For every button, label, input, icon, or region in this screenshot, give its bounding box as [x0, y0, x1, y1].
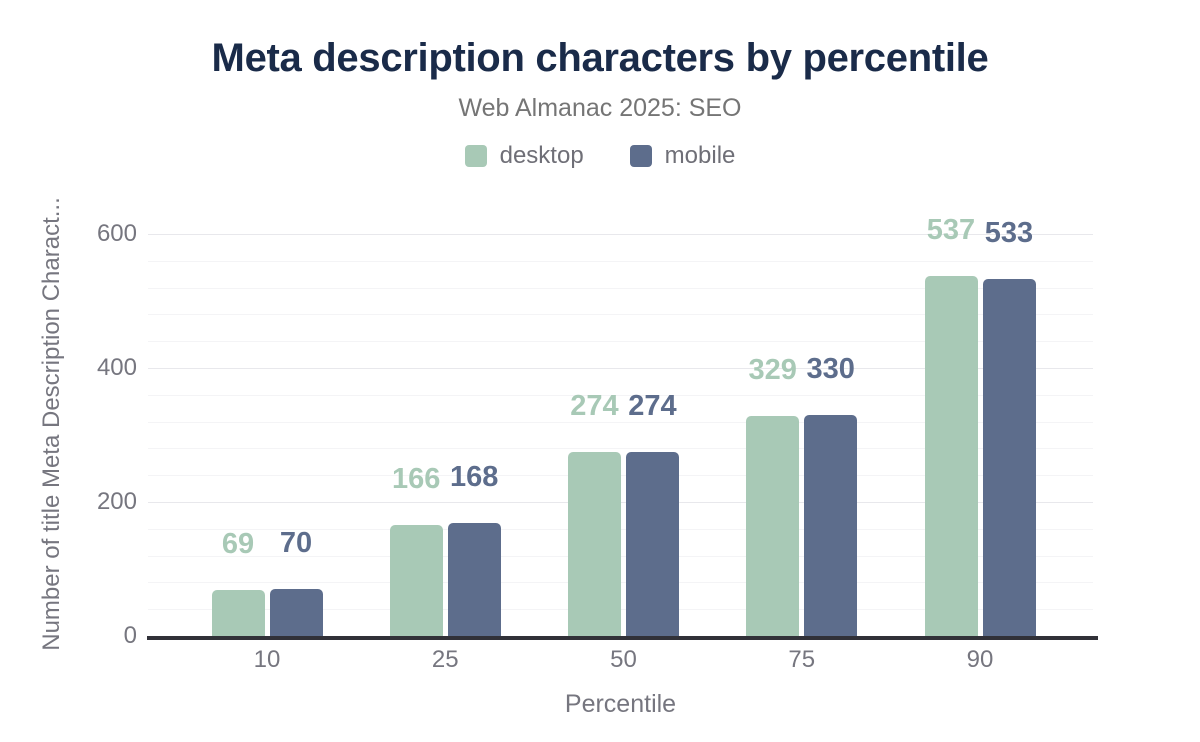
value-label-desktop-75: 329	[748, 353, 797, 386]
value-label-mobile-25: 168	[450, 461, 499, 494]
bar-mobile-50[interactable]	[626, 452, 679, 636]
y-tick-label-200: 200	[96, 488, 137, 515]
chart-subtitle: Web Almanac 2025: SEO	[458, 94, 742, 122]
y-tick-label-600: 600	[96, 220, 137, 247]
x-tick-label-90: 90	[966, 646, 994, 673]
bar-mobile-25[interactable]	[447, 523, 501, 636]
legend-swatch-mobile	[629, 145, 652, 167]
bar-mobile-75[interactable]	[804, 414, 858, 636]
x-axis-line	[147, 636, 1098, 640]
value-label-desktop-90: 537	[926, 214, 976, 247]
value-label-desktop-25: 166	[392, 462, 441, 495]
bar-desktop-90[interactable]	[924, 276, 978, 636]
bar-desktop-25[interactable]	[389, 524, 443, 636]
gridline-600	[148, 234, 1093, 235]
value-label-mobile-50: 274	[628, 390, 677, 423]
x-tick-label-50: 50	[610, 646, 637, 673]
bar-mobile-90[interactable]	[982, 278, 1036, 636]
gridline-280	[148, 448, 1093, 450]
x-tick-label-75: 75	[788, 646, 816, 673]
value-label-desktop-10: 69	[221, 527, 255, 560]
gridline-320	[148, 421, 1093, 423]
chart-title: Meta description characters by percentil…	[211, 36, 989, 80]
legend: desktop mobile	[0, 142, 1200, 170]
gridline-560	[148, 260, 1093, 262]
bar-desktop-10[interactable]	[211, 589, 265, 636]
legend-label-mobile: mobile	[664, 142, 736, 169]
y-axis-title: Number of title Meta Description Charact…	[38, 197, 65, 651]
gridline-520	[148, 287, 1093, 289]
value-label-mobile-10: 70	[279, 527, 313, 560]
legend-item-mobile[interactable]: mobile	[629, 142, 736, 170]
value-label-mobile-75: 330	[806, 352, 855, 385]
legend-label-desktop: desktop	[499, 142, 584, 169]
bar-mobile-10[interactable]	[269, 589, 323, 636]
value-label-mobile-90: 533	[984, 216, 1034, 249]
x-tick-label-10: 10	[253, 646, 281, 673]
y-tick-label-400: 400	[96, 354, 137, 381]
gridline-480	[148, 314, 1093, 316]
x-axis-title: Percentile	[564, 690, 677, 718]
x-tick-label-25: 25	[431, 646, 459, 673]
value-label-desktop-50: 274	[570, 390, 619, 423]
bar-desktop-75[interactable]	[746, 415, 800, 636]
gridline-360	[148, 394, 1093, 396]
legend-item-desktop[interactable]: desktop	[464, 142, 584, 170]
bar-desktop-50[interactable]	[568, 452, 621, 636]
legend-swatch-desktop	[464, 145, 487, 167]
gridline-400	[148, 368, 1093, 369]
y-tick-label-0: 0	[123, 622, 137, 649]
gridline-440	[148, 341, 1093, 343]
